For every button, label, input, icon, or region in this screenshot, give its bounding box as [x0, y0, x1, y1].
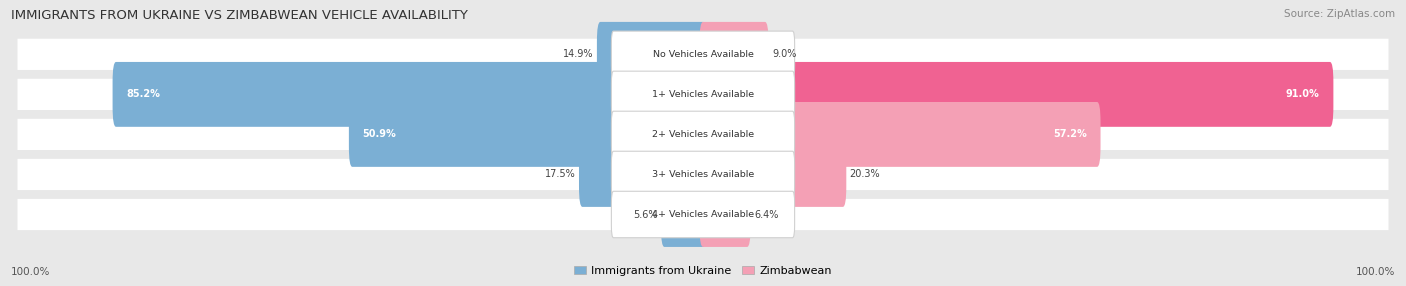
Text: 91.0%: 91.0%	[1286, 90, 1320, 99]
Text: 4+ Vehicles Available: 4+ Vehicles Available	[652, 210, 754, 219]
FancyBboxPatch shape	[17, 79, 1389, 110]
Text: 3+ Vehicles Available: 3+ Vehicles Available	[652, 170, 754, 179]
Text: IMMIGRANTS FROM UKRAINE VS ZIMBABWEAN VEHICLE AVAILABILITY: IMMIGRANTS FROM UKRAINE VS ZIMBABWEAN VE…	[11, 9, 468, 21]
FancyBboxPatch shape	[700, 62, 1333, 127]
FancyBboxPatch shape	[612, 111, 794, 158]
FancyBboxPatch shape	[612, 191, 794, 238]
FancyBboxPatch shape	[17, 39, 1389, 70]
FancyBboxPatch shape	[700, 22, 769, 87]
Text: 1+ Vehicles Available: 1+ Vehicles Available	[652, 90, 754, 99]
FancyBboxPatch shape	[17, 199, 1389, 230]
Text: 100.0%: 100.0%	[1355, 267, 1395, 277]
FancyBboxPatch shape	[700, 102, 1101, 167]
FancyBboxPatch shape	[349, 102, 706, 167]
Text: 2+ Vehicles Available: 2+ Vehicles Available	[652, 130, 754, 139]
Text: 100.0%: 100.0%	[11, 267, 51, 277]
Legend: Immigrants from Ukraine, Zimbabwean: Immigrants from Ukraine, Zimbabwean	[569, 261, 837, 281]
FancyBboxPatch shape	[612, 71, 794, 118]
FancyBboxPatch shape	[17, 119, 1389, 150]
FancyBboxPatch shape	[112, 62, 706, 127]
FancyBboxPatch shape	[661, 182, 706, 247]
Text: 9.0%: 9.0%	[772, 49, 796, 59]
Text: 14.9%: 14.9%	[562, 49, 593, 59]
Text: 85.2%: 85.2%	[127, 90, 160, 99]
Text: 20.3%: 20.3%	[849, 170, 880, 179]
Text: 5.6%: 5.6%	[633, 210, 658, 219]
Text: 17.5%: 17.5%	[544, 170, 575, 179]
Text: 57.2%: 57.2%	[1053, 130, 1087, 139]
FancyBboxPatch shape	[579, 142, 706, 207]
FancyBboxPatch shape	[700, 142, 846, 207]
Text: 50.9%: 50.9%	[363, 130, 396, 139]
Text: Source: ZipAtlas.com: Source: ZipAtlas.com	[1284, 9, 1395, 19]
FancyBboxPatch shape	[17, 159, 1389, 190]
FancyBboxPatch shape	[700, 182, 751, 247]
Text: 6.4%: 6.4%	[754, 210, 779, 219]
FancyBboxPatch shape	[612, 151, 794, 198]
Text: No Vehicles Available: No Vehicles Available	[652, 50, 754, 59]
FancyBboxPatch shape	[598, 22, 706, 87]
FancyBboxPatch shape	[612, 31, 794, 78]
